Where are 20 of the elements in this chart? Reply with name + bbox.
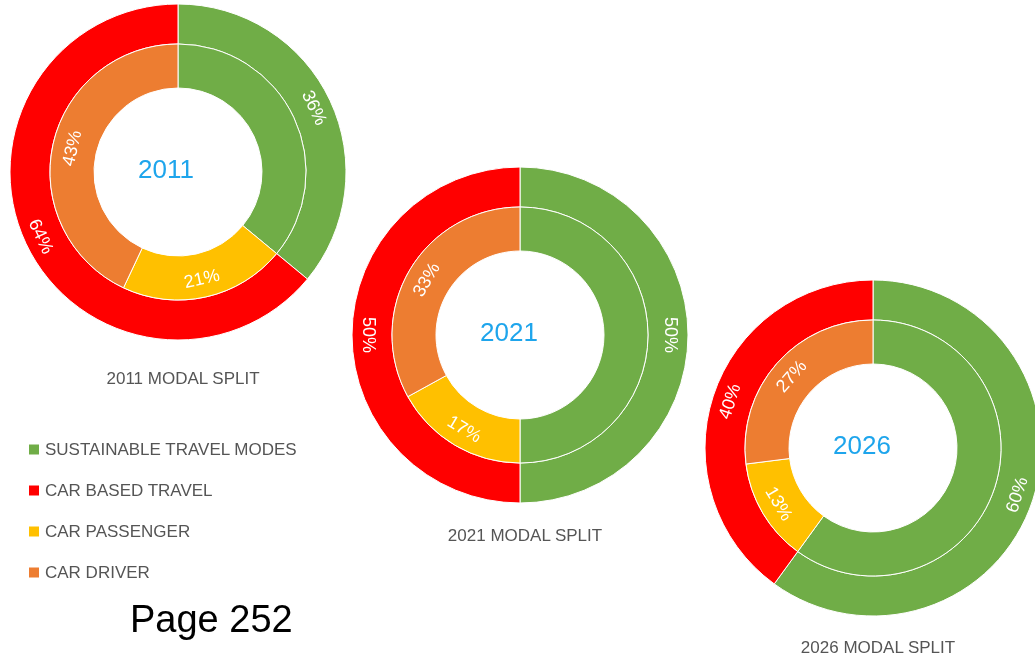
data-label: 17% xyxy=(443,411,486,447)
data-label: 21% xyxy=(182,264,222,293)
data-label: 40% xyxy=(714,381,745,422)
legend-label: CAR DRIVER xyxy=(45,563,150,582)
data-label: 50% xyxy=(359,316,379,354)
data-label: 43% xyxy=(57,128,86,168)
text: 2011 MODAL SPLIT xyxy=(106,369,260,388)
text: 2026 MODAL SPLIT xyxy=(800,638,956,656)
text: 2021 xyxy=(480,317,538,347)
text: 2026 xyxy=(833,430,891,460)
data-label: 60% xyxy=(1001,474,1032,515)
data-label: 36% xyxy=(297,87,332,129)
data-label: 64% xyxy=(24,215,59,257)
legend-label: CAR BASED TRAVEL xyxy=(45,481,213,500)
legend-label: SUSTAINABLE TRAVEL MODES xyxy=(45,440,297,459)
data-label: 50% xyxy=(661,316,681,354)
text: 2021 MODAL SPLIT xyxy=(447,526,603,545)
legend-label: CAR PASSENGER xyxy=(45,522,191,541)
text: 2011 xyxy=(138,154,194,184)
text: Page 252 xyxy=(130,598,293,640)
